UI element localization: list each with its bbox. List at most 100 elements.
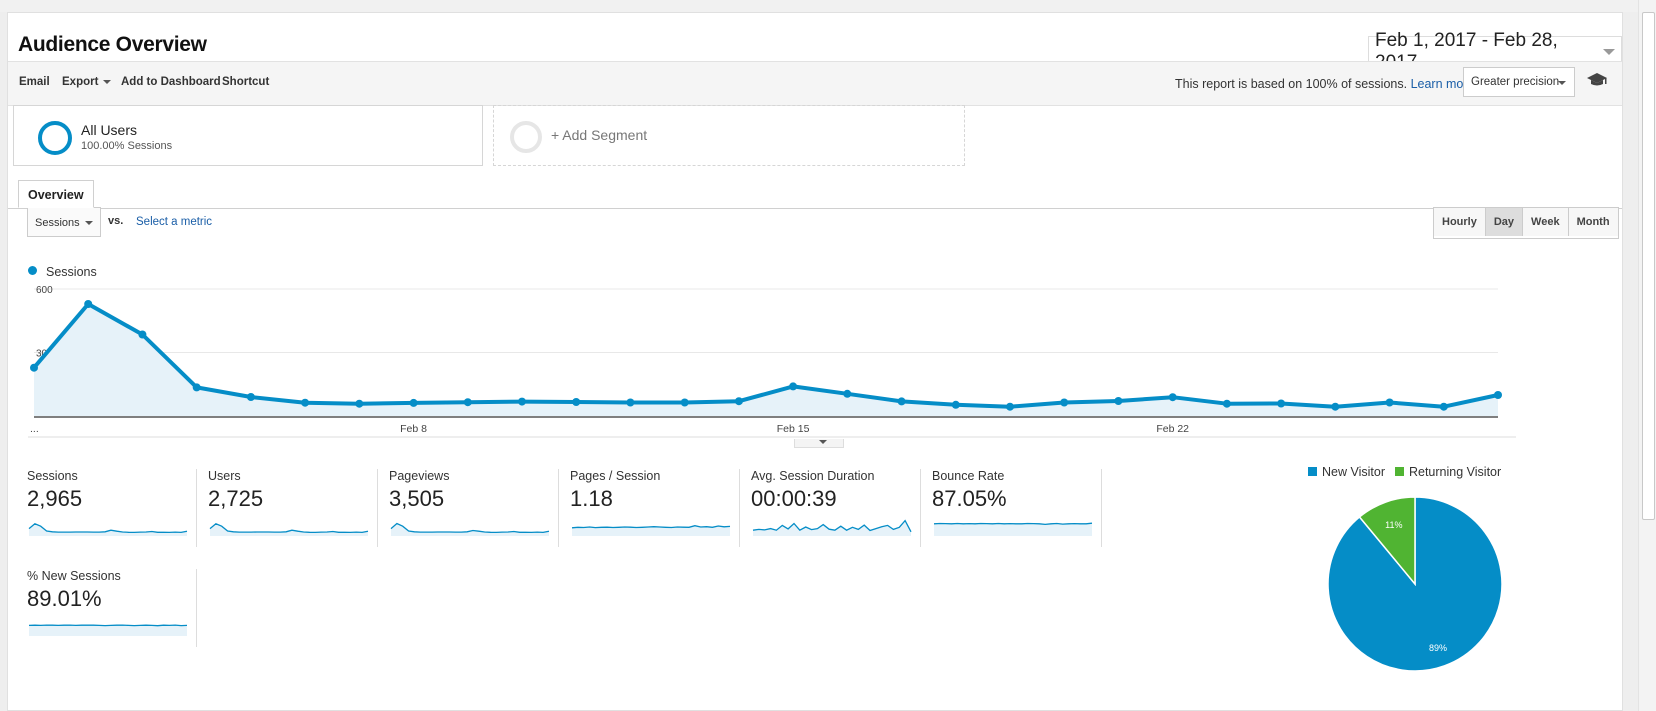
scorecard-value: 3,505 [389,486,445,511]
export-button[interactable]: Export [62,76,112,88]
scorecard[interactable]: Pages / Session 1.18 [570,469,740,547]
graduation-cap-icon[interactable] [1586,72,1608,88]
sessions-data-point[interactable] [1277,399,1286,408]
sessions-data-point[interactable] [246,393,255,401]
scorecard[interactable]: Pageviews 3,505 [389,469,559,547]
sessions-data-point[interactable] [572,398,581,406]
sessions-data-point[interactable] [1222,399,1231,408]
sessions-data-point[interactable] [1006,402,1014,411]
sessions-data-point[interactable] [1060,398,1069,407]
legend-returning-visitor-label: Returning Visitor [1408,465,1502,479]
sessions-data-point[interactable] [1168,393,1177,402]
sessions-data-point[interactable] [84,300,93,308]
add-segment-label: + Add Segment [551,127,648,143]
sessions-data-point[interactable] [463,398,472,407]
scorecard-sparkline [933,522,1093,536]
metric-select[interactable]: Sessions [27,207,101,237]
add-segment-button[interactable]: + Add Segment [493,105,965,166]
precision-select[interactable]: Greater precision [1463,67,1575,97]
sessions-data-point[interactable] [680,398,689,407]
legend-series-name: Sessions [46,265,97,279]
select-metric-link[interactable]: Select a metric [136,216,213,228]
page-title: Audience Overview [18,33,207,56]
sparkline-line [933,522,1093,526]
sessions-data-point[interactable] [301,398,310,407]
sessions-data-point[interactable] [409,398,418,407]
sessions-data-point[interactable] [1494,391,1502,399]
sessions-data-point[interactable] [843,389,852,398]
sparkline-area [29,523,187,536]
scorecard-label: Pages / Session [570,469,661,483]
legend-swatch-icon [1308,467,1317,476]
segment-name: All Users [81,122,138,138]
scorecard[interactable]: Bounce Rate 87.05% [932,469,1102,547]
legend-returning-visitor[interactable]: Returning Visitor [1394,465,1502,479]
sessions-data-point[interactable] [626,398,635,407]
scorecard-sparkline [390,522,550,536]
pie-slice-label: 11% [1385,520,1402,530]
scorecard-value: 89.01% [27,586,102,611]
sessions-data-point[interactable] [1114,397,1123,405]
legend-new-visitor[interactable]: New Visitor [1308,465,1385,479]
granularity-month[interactable]: Month [1568,208,1618,236]
vertical-scrollbar[interactable] [1638,0,1656,711]
learn-more-link[interactable]: Learn more [1410,77,1475,91]
scorecard-divider [377,469,378,547]
sessions-data-point[interactable] [789,382,798,391]
tab-divider [8,208,1622,209]
chevron-down-icon [1558,81,1566,85]
segment-all-users[interactable]: All Users 100.00% Sessions [13,105,483,166]
legend-swatch-icon [1394,467,1404,476]
scorecard-label: Pageviews [389,469,450,483]
sessions-data-point[interactable] [734,397,743,406]
add-to-dashboard-button[interactable]: Add to Dashboard [121,76,221,88]
chevron-down-icon [1603,49,1615,55]
scorecard-label: Users [208,469,241,483]
scorecard-divider [739,469,740,547]
scorecard[interactable]: Sessions 2,965 [27,469,197,547]
pie-slice[interactable] [1327,497,1503,672]
sessions-data-point[interactable] [192,383,201,392]
precision-label: Greater precision [1471,76,1560,88]
shortcut-button[interactable]: Shortcut [222,76,270,88]
sessions-data-point[interactable] [138,330,147,339]
top-strip [0,0,1640,12]
granularity-toggle: Hourly Day Week Month [1433,207,1619,239]
sparkline-line [390,522,550,534]
legend-dot-icon [28,266,37,275]
scorecard-sparkline [752,519,912,536]
sessions-data-point[interactable] [897,397,906,406]
sessions-data-point[interactable] [355,399,364,408]
granularity-hourly[interactable]: Hourly [1434,208,1486,236]
scorecard[interactable]: Users 2,725 [208,469,378,547]
sessions-data-point[interactable] [951,400,960,409]
sparkline-line [752,519,912,533]
tab-overview[interactable]: Overview [18,180,94,208]
sessions-area [34,304,1498,416]
segment-placeholder-icon [510,121,542,153]
sessions-data-point[interactable] [1385,398,1394,407]
scorecard-sparkline [571,525,731,536]
sessions-data-point[interactable] [1331,402,1340,411]
sessions-line [32,302,1499,409]
vs-label: vs. [108,215,124,227]
scorecard-divider [196,569,197,647]
scorecard-label: Bounce Rate [932,469,1005,483]
sessions-data-point[interactable] [30,363,38,372]
sessions-data-point[interactable] [518,397,526,406]
pie-slice[interactable] [1358,497,1416,587]
granularity-day[interactable]: Day [1485,208,1524,236]
scrollbar-thumb[interactable] [1642,12,1655,520]
scorecard-value: 2,725 [208,486,264,511]
scorecard-value: 2,965 [27,486,83,511]
granularity-week[interactable]: Week [1523,208,1569,236]
chart-collapse-toggle[interactable] [794,439,844,448]
scorecard[interactable]: Avg. Session Duration 00:00:39 [751,469,921,547]
scorecard[interactable]: % New Sessions 89.01% [27,569,197,647]
email-button[interactable]: Email [19,76,50,88]
sparkline-area [210,523,368,536]
scorecard-divider [920,469,921,547]
chevron-down-icon [819,440,827,444]
sessions-data-point[interactable] [1439,402,1448,411]
